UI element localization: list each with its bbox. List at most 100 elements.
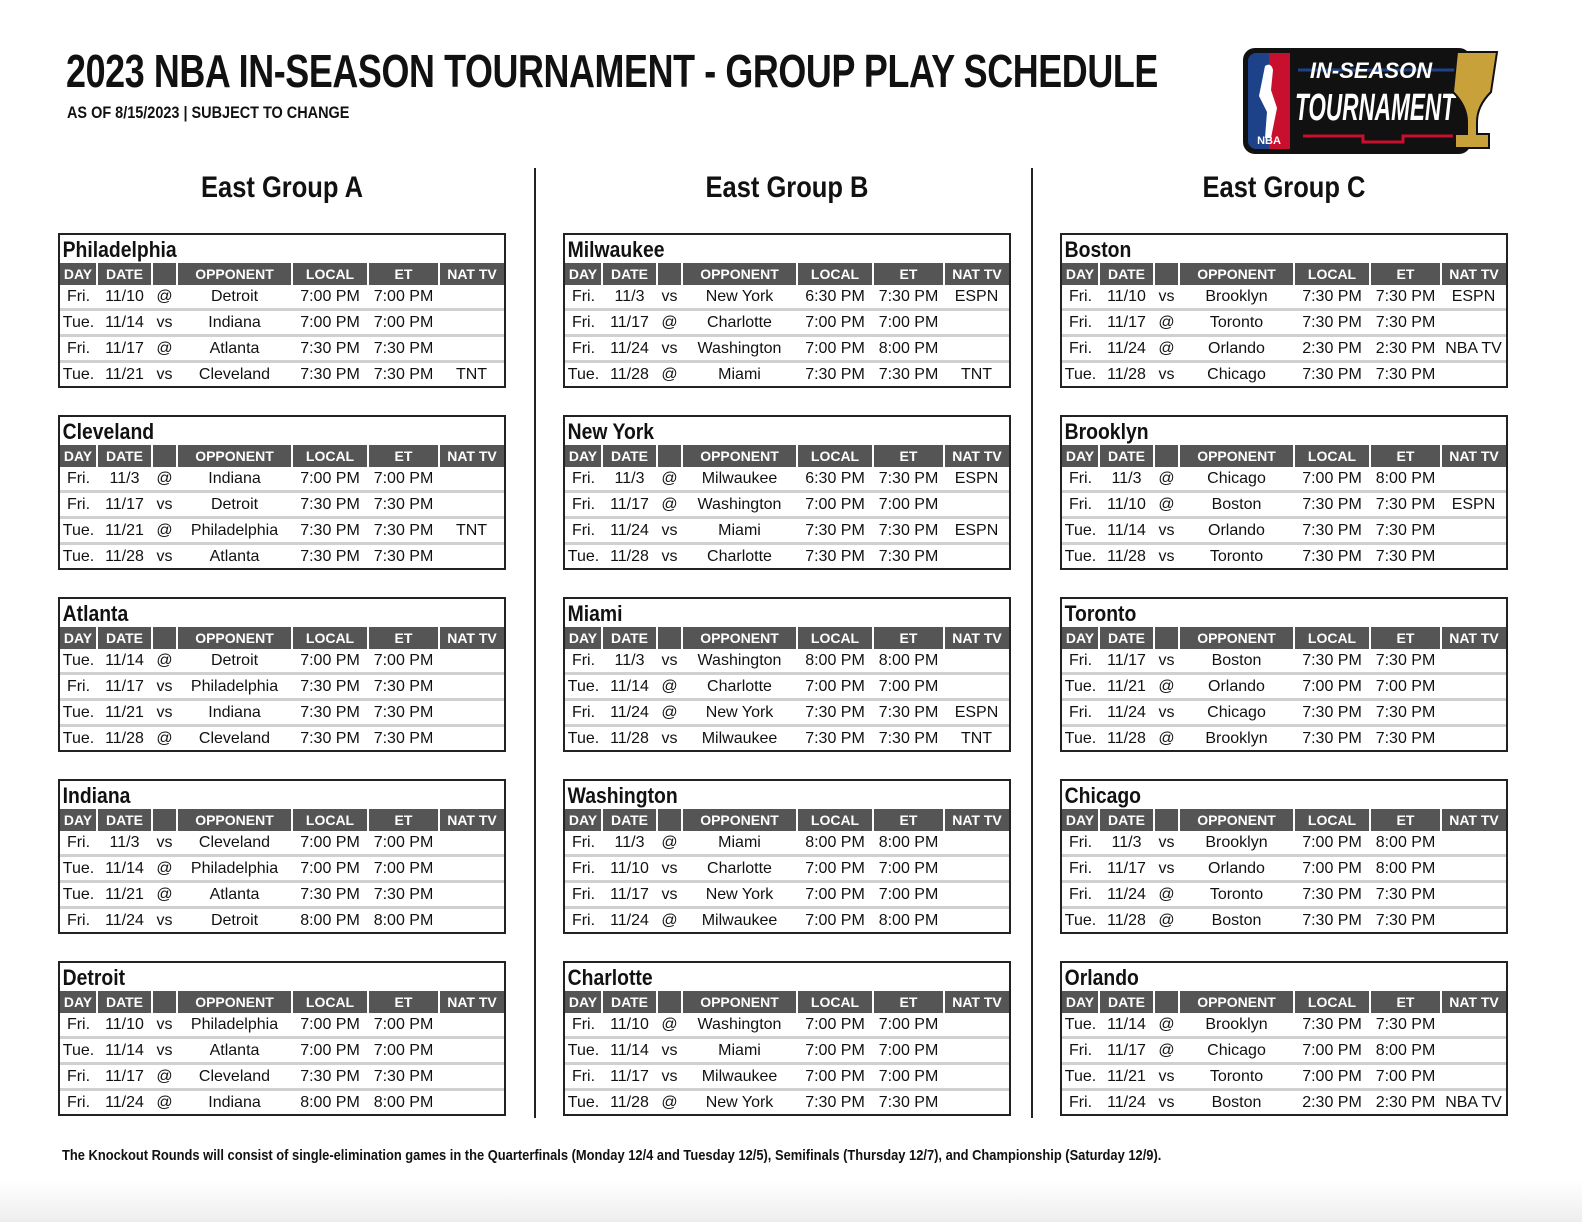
game-row: Tue. 11/14 @ Brooklyn 7:30 PM 7:30 PM: [1062, 1013, 1506, 1038]
et-time-cell: 7:30 PM: [1375, 287, 1436, 305]
date-cell: 11/24: [602, 906, 657, 932]
home-away-cell: vs: [657, 724, 682, 750]
date-cell: 11/28: [97, 724, 152, 750]
nat-tv-cell: [1441, 880, 1506, 908]
opponent-cell: Atlanta: [177, 542, 292, 568]
team-name: Cleveland: [62, 419, 155, 444]
home-away-cell: vs: [1154, 1088, 1179, 1114]
home-away-cell: @: [156, 651, 173, 669]
game-row: Fri. 11/17 vs New York 7:00 PM 7:00 PM: [565, 880, 1009, 908]
nat-tv-cell: [1441, 831, 1506, 856]
opponent-cell: Detroit: [210, 651, 259, 669]
column-header-date: DATE: [1098, 627, 1154, 649]
column-header-day: DAY: [60, 445, 97, 467]
day-cell: Fri.: [565, 854, 602, 882]
column-header-local-time: LOCAL: [796, 445, 873, 467]
opponent-cell: Boston: [1179, 1088, 1294, 1114]
nat-tv-cell: [439, 285, 504, 310]
column-header-local-time: LOCAL: [1293, 991, 1370, 1013]
group-column: East Group A Philadelphia DAY DATE OPPONENT L…: [58, 168, 506, 1116]
column-header-home-away: [1153, 263, 1179, 285]
day-cell: Tue.: [60, 1036, 97, 1064]
column-header-date: DATE: [601, 263, 657, 285]
opponent-cell: Miami: [718, 833, 761, 851]
column-header-row: DAY DATE OPPONENT LOCAL ET NAT TV: [565, 991, 1009, 1013]
local-time-cell: 7:00 PM: [1302, 469, 1362, 487]
game-row: Tue. 11/14 vs Indiana 7:00 PM 7:00 PM: [60, 308, 504, 336]
nat-tv-cell: [944, 1062, 1009, 1090]
team-name: Indiana: [62, 783, 131, 808]
game-row: Fri. 11/17 vs Orlando 7:00 PM 8:00 PM: [1062, 854, 1506, 882]
day-cell: Fri.: [1068, 469, 1093, 487]
column-header-row: DAY DATE OPPONENT LOCAL ET NAT TV: [1062, 263, 1506, 285]
nat-tv-cell: TNT: [439, 516, 504, 544]
column-header-nat-tv: NAT TV: [943, 809, 1009, 831]
home-away-cell: vs: [1154, 854, 1179, 882]
day-cell: Tue.: [565, 1036, 602, 1064]
date-cell: 11/14: [602, 672, 657, 700]
column-header-home-away: [151, 627, 177, 649]
date-cell: 11/14: [105, 651, 144, 669]
opponent-cell: Charlotte: [682, 672, 797, 700]
home-away-cell: vs: [152, 906, 177, 932]
date-cell: 11/17: [97, 490, 152, 518]
date-cell: 11/17: [1099, 308, 1154, 336]
et-time-cell: 7:30 PM: [1375, 1015, 1436, 1033]
column-header-et-time: ET: [367, 991, 439, 1013]
et-time-cell: 8:00 PM: [1370, 1036, 1441, 1064]
day-cell: Tue.: [60, 542, 97, 568]
game-row: Tue. 11/28 vs Toronto 7:30 PM 7:30 PM: [1062, 542, 1506, 568]
column-header-et-time: ET: [367, 263, 439, 285]
nat-tv-cell: [1441, 649, 1506, 674]
game-row: Tue. 11/21 vs Toronto 7:00 PM 7:00 PM: [1062, 1062, 1506, 1090]
local-time-cell: 8:00 PM: [292, 1088, 368, 1114]
date-cell: 11/10: [602, 854, 657, 882]
local-time-cell: 7:00 PM: [1294, 672, 1370, 700]
column-header-home-away: [1153, 445, 1179, 467]
column-header-nat-tv: NAT TV: [1440, 809, 1506, 831]
et-time-cell: 7:30 PM: [368, 542, 439, 568]
local-time-cell: 7:30 PM: [292, 880, 368, 908]
opponent-cell: Detroit: [177, 490, 292, 518]
column-header-nat-tv: NAT TV: [438, 263, 504, 285]
nat-tv-cell: ESPN: [954, 287, 999, 305]
date-cell: 11/17: [97, 672, 152, 700]
day-cell: Tue.: [1062, 542, 1099, 568]
game-row: Fri. 11/24 @ Toronto 7:30 PM 7:30 PM: [1062, 880, 1506, 908]
game-row: Tue. 11/28 vs Chicago 7:30 PM 7:30 PM: [1062, 360, 1506, 386]
day-cell: Tue.: [1062, 1062, 1099, 1090]
nat-tv-cell: [944, 1088, 1009, 1114]
local-time-cell: 6:30 PM: [805, 287, 865, 305]
page-title: 2023 NBA IN-SEASON TOURNAMENT - GROUP PL…: [66, 45, 1158, 97]
column-header-et-time: ET: [367, 445, 439, 467]
local-time-cell: 7:00 PM: [797, 906, 873, 932]
opponent-cell: Milwaukee: [682, 1062, 797, 1090]
day-cell: Fri.: [565, 698, 602, 726]
game-row: Tue. 11/21 vs Indiana 7:30 PM 7:30 PM: [60, 698, 504, 726]
opponent-cell: Philadelphia: [177, 516, 292, 544]
team-name: Miami: [567, 601, 623, 626]
column-header-date: DATE: [96, 445, 152, 467]
home-away-cell: vs: [1158, 287, 1175, 305]
home-away-cell: vs: [156, 1015, 173, 1033]
date-cell: 11/14: [97, 854, 152, 882]
day-cell: Fri.: [565, 308, 602, 336]
game-row: Fri. 11/17 vs Detroit 7:30 PM 7:30 PM: [60, 490, 504, 518]
et-time-cell: 7:30 PM: [878, 469, 939, 487]
column-header-local-time: LOCAL: [796, 627, 873, 649]
svg-text:NBA: NBA: [1257, 135, 1281, 147]
nat-tv-cell: [439, 467, 504, 492]
day-cell: Tue.: [1062, 672, 1099, 700]
day-cell: Fri.: [565, 1062, 602, 1090]
day-cell: Fri.: [1062, 334, 1099, 362]
nat-tv-cell: [1441, 516, 1506, 544]
nat-tv-cell: [944, 831, 1009, 856]
day-cell: Tue.: [565, 724, 602, 750]
date-cell: 11/24: [1099, 334, 1154, 362]
column-header-local-time: LOCAL: [291, 809, 368, 831]
game-row: Fri. 11/17 @ Chicago 7:00 PM 8:00 PM: [1062, 1036, 1506, 1064]
nat-tv-cell: [1441, 467, 1506, 492]
local-time-cell: 7:00 PM: [292, 1036, 368, 1064]
date-cell: 11/3: [614, 833, 645, 851]
nat-tv-cell: [1441, 1013, 1506, 1038]
